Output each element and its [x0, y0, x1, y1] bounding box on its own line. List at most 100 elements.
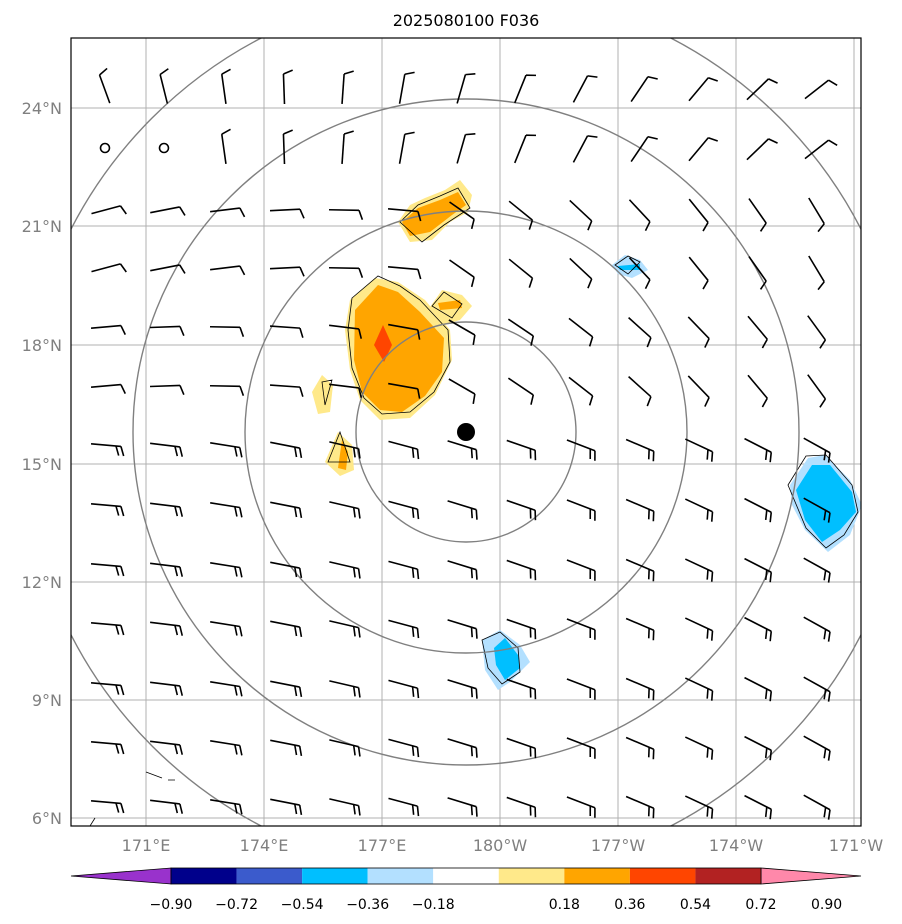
wind-barb-flag — [299, 208, 305, 219]
wind-barb-flag — [115, 445, 120, 456]
positive-anomaly-region — [354, 285, 444, 412]
wind-barb-flag — [817, 281, 825, 291]
wind-barb-flag — [768, 138, 778, 144]
wind-barb-flag — [298, 567, 303, 579]
wind-barb-shaft — [688, 137, 709, 162]
colorbar-label: 0.54 — [680, 897, 711, 913]
wind-barb-flag — [115, 684, 120, 695]
wind-barb-flag — [411, 447, 415, 458]
wind-barb-flag — [819, 339, 827, 349]
wind-barb-shaft — [282, 133, 286, 165]
wind-barb-flag — [357, 687, 361, 698]
wind-barb-flag — [587, 220, 593, 231]
wind-barb-shaft — [270, 620, 300, 628]
longitude-label: 174°E — [240, 836, 289, 855]
wind-barb-shaft — [210, 621, 240, 628]
wind-barb-shaft — [456, 134, 467, 164]
longitude-label: 177°E — [358, 836, 407, 855]
wind-barb-shaft — [746, 78, 770, 101]
wind-barb-shaft — [456, 74, 467, 104]
latitude-label: 6°N — [32, 809, 62, 828]
latitude-label: 9°N — [32, 691, 62, 710]
wind-barb-flag — [823, 807, 827, 818]
wind-barb-flag — [221, 68, 231, 75]
wind-barb-flag — [179, 803, 184, 814]
wind-barb-flag — [357, 805, 361, 816]
wind-barb-flag — [239, 386, 245, 396]
wind-barb-flag — [823, 629, 827, 640]
wind-barb-shaft — [388, 323, 418, 331]
wind-barb-shaft — [748, 198, 767, 224]
colorbar-over-extension — [760, 867, 862, 885]
wind-barb-flag — [769, 750, 773, 761]
wind-barb-shaft — [748, 256, 767, 282]
wind-barb-shaft — [398, 74, 406, 104]
negative-anomaly-region — [796, 465, 856, 542]
wind-barb-shaft — [91, 205, 121, 215]
wind-barb-flag — [299, 327, 304, 338]
wind-barb-shaft — [628, 376, 652, 398]
wind-barb-flag — [644, 279, 651, 290]
colorbar-segment — [433, 868, 499, 884]
wind-barb-shaft — [269, 266, 301, 270]
wind-barb-flag — [416, 628, 420, 639]
wind-barb-flag — [823, 570, 827, 581]
wind-barb-shaft — [630, 136, 649, 163]
wind-barb-flag — [357, 508, 361, 519]
wind-barb-flag — [528, 277, 534, 288]
wind-barb-flag — [174, 506, 179, 517]
wind-barb-flag — [708, 76, 718, 82]
wind-barb-flag — [404, 131, 415, 136]
wind-barb-shaft — [210, 799, 240, 806]
colorbar-label: −0.54 — [281, 897, 324, 913]
contour-lines — [89, 187, 859, 826]
wind-barb-flag — [704, 397, 710, 407]
plot-frame — [70, 37, 862, 827]
wind-barb-flag — [708, 136, 718, 142]
wind-barb-flag — [417, 211, 422, 222]
colorbar-segment — [695, 868, 761, 884]
wind-barb-flag — [470, 276, 475, 288]
wind-barb-flag — [761, 338, 768, 349]
wind-barb-flag — [416, 569, 420, 580]
wind-barb-flag — [179, 506, 184, 517]
wind-barb-shaft — [269, 208, 301, 212]
wind-barb-flag — [352, 507, 356, 518]
wind-barb-shaft — [329, 383, 359, 389]
wind-barb-flag — [120, 744, 125, 755]
wind-barb-flag — [239, 686, 243, 697]
wind-barb-shaft — [90, 740, 122, 746]
wind-barb-flag — [119, 205, 127, 215]
wind-barb-flag — [239, 207, 246, 218]
wind-barb-shaft — [566, 796, 596, 809]
colorbar-segment — [302, 868, 368, 884]
wind-barb-flag — [769, 572, 773, 583]
wind-barb-flag — [352, 447, 356, 458]
wind-barb-shaft — [514, 134, 527, 164]
wind-barb-flag — [294, 625, 298, 637]
wind-barb-flag — [299, 386, 304, 397]
wind-barb-shaft — [209, 384, 241, 388]
wind-barb-flag — [115, 802, 120, 813]
wind-barb-flag — [823, 450, 827, 461]
wind-barb-flag — [710, 749, 714, 760]
wind-barb-flag — [465, 72, 476, 76]
wind-barb-flag — [710, 571, 714, 582]
wind-barb-flag — [710, 630, 714, 641]
wind-barb-flag — [823, 689, 827, 700]
wind-barb-shaft — [90, 799, 122, 805]
wind-barb-flag — [475, 806, 478, 817]
wind-barb-flag — [120, 625, 125, 636]
wind-barb-flag — [710, 808, 714, 819]
calm-wind-circle — [99, 142, 111, 154]
wind-barb-flag — [417, 269, 422, 280]
wind-barb-flag — [179, 566, 184, 577]
wind-barb-shaft — [220, 134, 227, 164]
longitude-tick-labels: 171°E 174°E 177°E 180°W 177°W 174°W 171°W — [122, 836, 884, 855]
wind-barb-flag — [764, 806, 768, 818]
wind-barb-flag — [239, 265, 246, 276]
wind-barb-flag — [404, 71, 415, 76]
wind-barb-shaft — [508, 200, 533, 221]
wind-barb-flag — [470, 746, 473, 757]
wind-barb-flag — [465, 132, 476, 136]
